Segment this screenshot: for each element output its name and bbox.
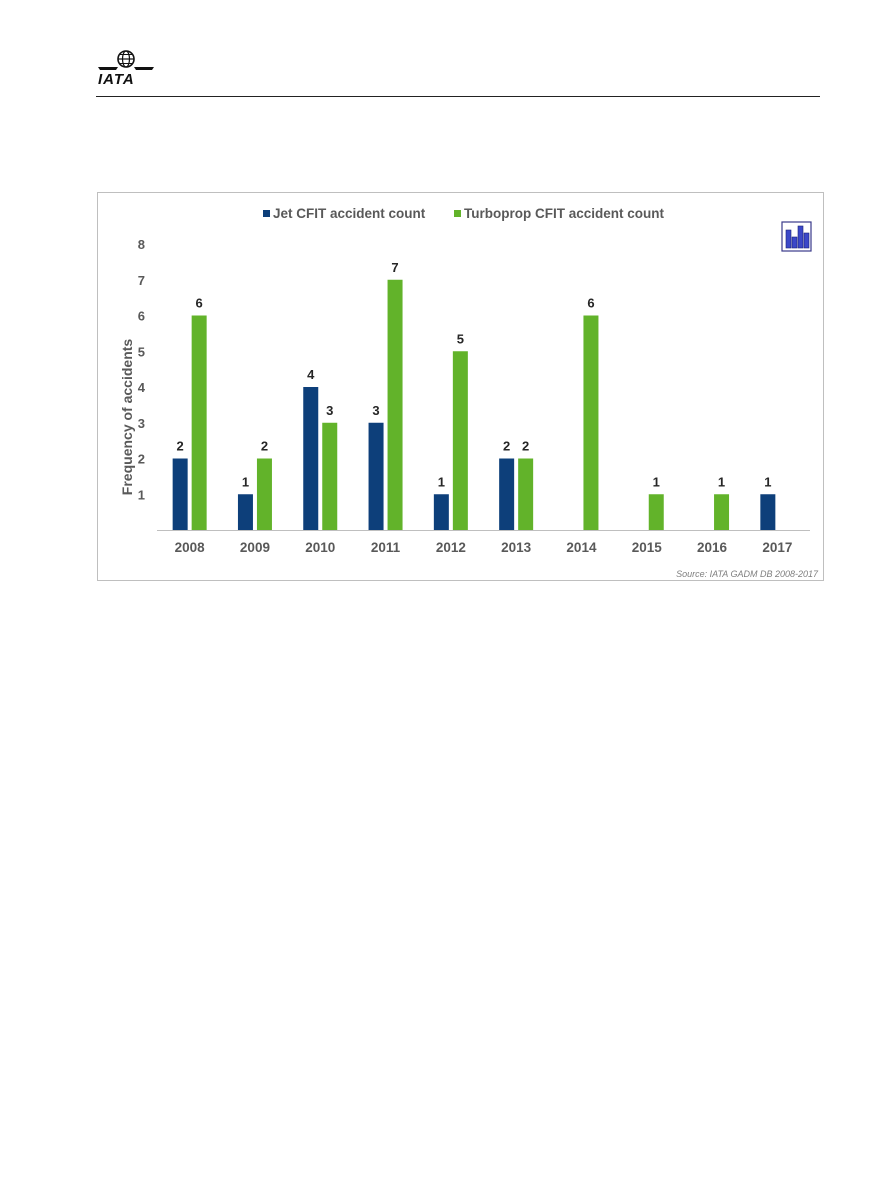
x-tick-label-2016: 2016 (697, 540, 728, 555)
bar-jet-2011 (368, 422, 384, 530)
y-axis: 1 2 3 4 5 6 7 8 Frequency of accidents (119, 237, 146, 502)
x-tick-label-2014: 2014 (566, 540, 597, 555)
legend-label-turboprop: Turboprop CFIT accident count (464, 206, 664, 221)
bar-jet-2009 (237, 494, 253, 530)
data-label-jet-2012: 1 (438, 474, 445, 489)
bar-turboprop-2011 (387, 279, 403, 530)
bar-turboprop-2013 (518, 458, 534, 530)
y-tick-label: 4 (138, 380, 146, 395)
data-label-turboprop-2013: 2 (522, 439, 529, 454)
x-tick-label-2008: 2008 (175, 540, 206, 555)
y-tick-label: 1 (138, 487, 145, 502)
bar-chart: Jet CFIT accident count Turboprop CFIT ac… (119, 206, 819, 579)
data-label-jet-2009: 1 (242, 474, 249, 489)
x-axis: 2008 2009 2010 2011 2012 2013 2014 2015 2016 2017 (157, 530, 810, 555)
bar-turboprop-2009 (256, 458, 272, 530)
page-header: IATA (96, 48, 820, 98)
x-tick-label-2012: 2012 (436, 540, 466, 555)
iata-logo: IATA (96, 48, 156, 92)
y-tick-label: 6 (138, 309, 145, 324)
bar-turboprop-2012 (452, 351, 468, 530)
data-label-turboprop-2011: 7 (391, 260, 398, 275)
data-label-jet-2010: 4 (307, 367, 315, 382)
x-tick-label-2009: 2009 (240, 540, 270, 555)
header-rule (96, 96, 820, 97)
chart-icon-layer (781, 221, 812, 252)
x-tick-label-2011: 2011 (371, 540, 401, 555)
data-label-jet-2008: 2 (177, 439, 184, 454)
chart-notes: Source: IATA GADM DB 2008-2017 (676, 569, 819, 579)
x-tick-label-2017: 2017 (762, 540, 792, 555)
y-tick-label: 7 (138, 273, 145, 288)
y-tick-label: 2 (138, 452, 145, 467)
chart-legend: Jet CFIT accident count Turboprop CFIT ac… (263, 206, 664, 221)
bar-turboprop-2010 (322, 422, 338, 530)
legend-swatch-turboprop (454, 210, 461, 217)
bar-jet-2008 (172, 458, 188, 530)
data-label-jet-2013: 2 (503, 439, 510, 454)
chart-frame: Jet CFIT accident count Turboprop CFIT ac… (97, 192, 824, 581)
bar-jet-2017 (760, 494, 776, 530)
globe-icon (98, 50, 154, 70)
data-label-turboprop-2009: 2 (261, 439, 268, 454)
y-axis-title: Frequency of accidents (119, 339, 135, 496)
y-tick-label: 5 (138, 344, 145, 359)
y-tick-label: 8 (138, 237, 145, 252)
legend-label-jet: Jet CFIT accident count (273, 206, 426, 221)
bar-chart-icon (781, 221, 812, 252)
bar-jet-2013 (499, 458, 515, 530)
legend-swatch-jet (263, 210, 270, 217)
data-label-turboprop-2010: 3 (326, 403, 333, 418)
bar-turboprop-2015 (648, 494, 664, 530)
bar-turboprop-2008 (191, 315, 207, 530)
x-tick-label-2015: 2015 (632, 540, 663, 555)
logo-text: IATA (98, 71, 135, 88)
bar-jet-2010 (303, 387, 319, 530)
data-label-turboprop-2014: 6 (587, 296, 594, 311)
y-tick-label: 3 (138, 416, 145, 431)
source-note: Source: IATA GADM DB 2008-2017 (676, 569, 819, 579)
bar-turboprop-2014 (583, 315, 599, 530)
data-label-turboprop-2012: 5 (457, 331, 464, 346)
x-tick-label-2013: 2013 (501, 540, 532, 555)
bar-jet-2012 (433, 494, 449, 530)
data-label-turboprop-2015: 1 (653, 474, 660, 489)
bar-turboprop-2016 (714, 494, 730, 530)
x-tick-label-2010: 2010 (305, 540, 335, 555)
data-label-turboprop-2016: 1 (718, 474, 725, 489)
data-label-turboprop-2008: 6 (196, 296, 203, 311)
data-label-jet-2011: 3 (372, 403, 379, 418)
data-label-jet-2017: 1 (764, 474, 771, 489)
